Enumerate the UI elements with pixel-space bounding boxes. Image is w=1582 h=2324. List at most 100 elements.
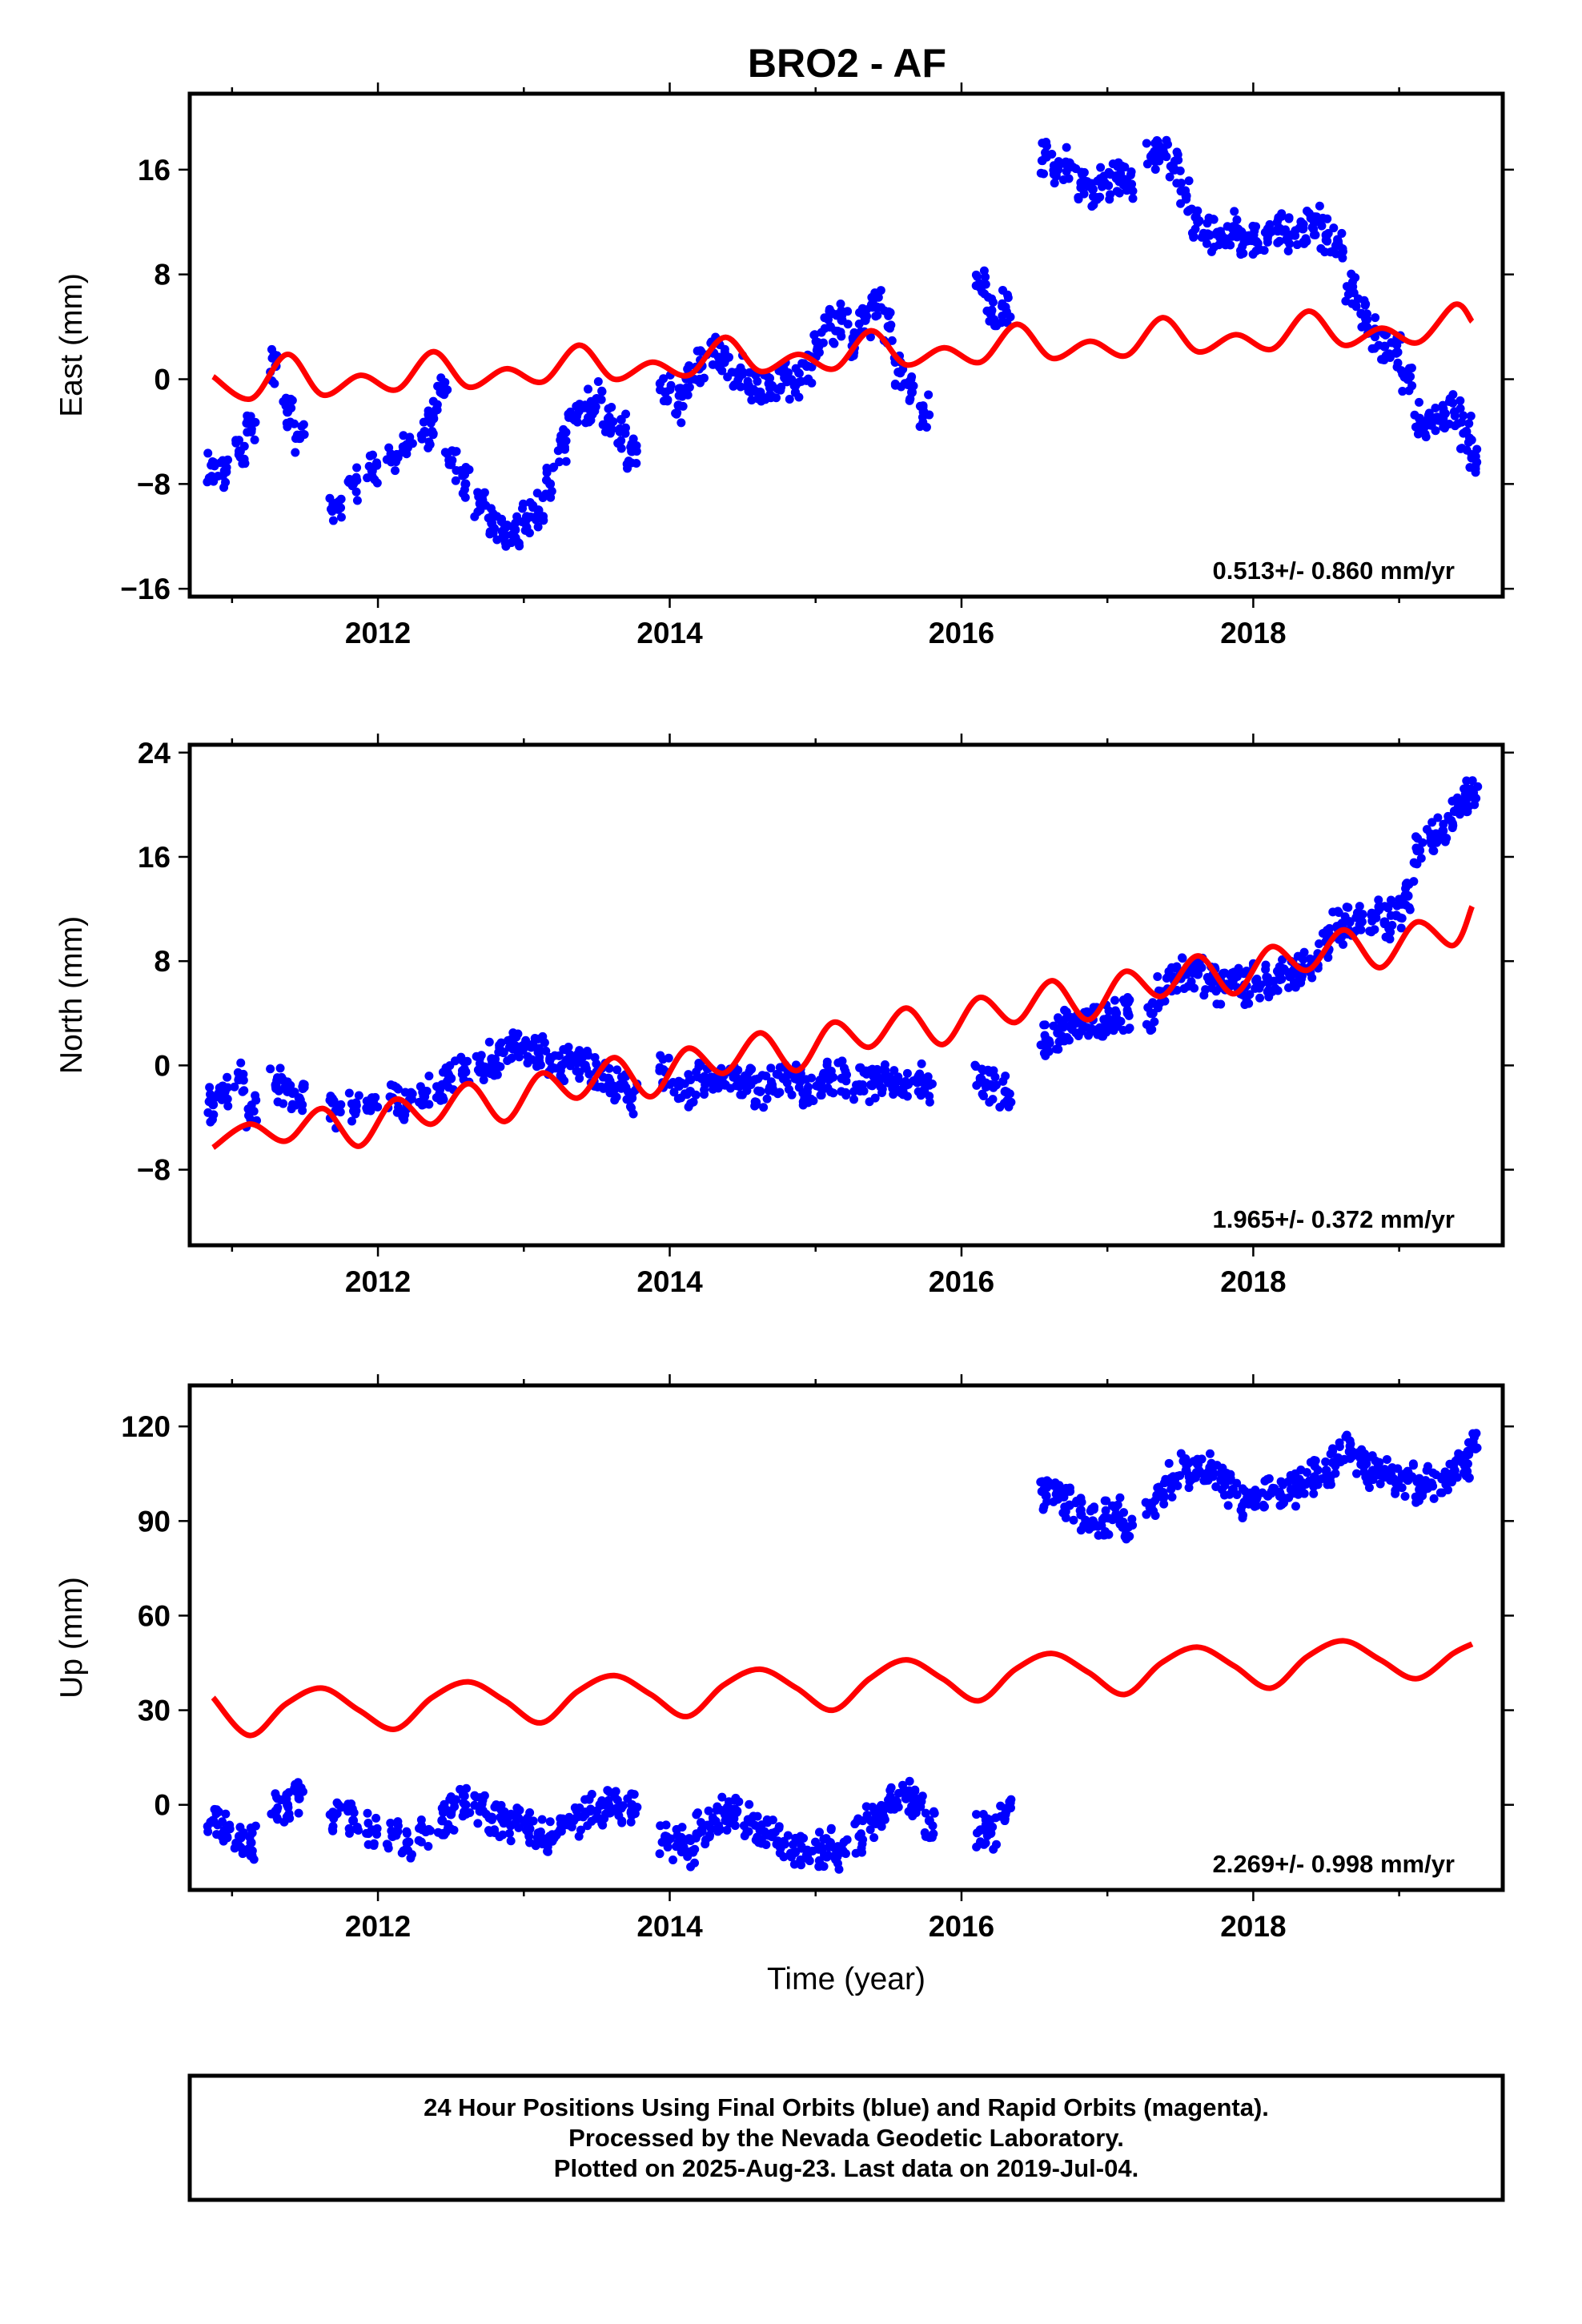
north-scatter-dot [1439,819,1448,829]
north-scatter-dot [362,1104,371,1113]
east-scatter-dot [708,360,717,369]
up-scatter-dot [761,1839,771,1849]
up-scatter-dot [669,1856,678,1865]
east-scatter-dot [448,456,457,465]
up-scatter-dot [1291,1502,1300,1511]
up-scatter-dot [989,1844,998,1854]
east-scatter-dot [1227,231,1237,241]
north-scatter-dot [1318,928,1327,938]
north-scatter-dot [546,1064,556,1074]
up-scatter-dot [1000,1814,1010,1823]
up-scatter-dot [1387,1475,1396,1485]
east-scatter-dot [488,529,498,538]
up-scatter-dot [876,1801,885,1811]
north-scatter-dot [1172,962,1182,971]
up-scatter-dot [822,1852,832,1862]
north-scatter-dot [1189,966,1199,975]
east-scatter-dot [987,306,997,316]
north-axis-frame [187,742,1505,1248]
east-scatter-dot [343,476,353,486]
east-scatter-dot [336,513,346,522]
up-scatter-dot [1212,1461,1222,1470]
up-scatter-dot [869,1833,879,1843]
east-scatter-dot [480,488,489,497]
east-scatter-dot [1038,156,1047,166]
east-scatter-dot [1406,372,1415,381]
east-scatter-dot [814,348,824,357]
up-model-line [211,1638,1474,1739]
east-scatter-dot [1316,243,1326,253]
east-scatter-dot [843,307,853,316]
east-scatter-dot [368,450,378,460]
east-scatter-dot [893,368,903,377]
east-scatter-dot [1176,179,1186,188]
north-scatter-dot [861,1069,871,1079]
east-scatter-dot [559,424,568,434]
up-scatter-dot [371,1813,381,1823]
up-scatter-dot [496,1800,506,1810]
up-scatter-dot [996,1801,1006,1811]
north-scatter-dot [1118,1026,1128,1035]
north-scatter-dot [1251,983,1261,992]
north-scatter-dot [787,1090,797,1100]
north-scatter-dot [610,1096,620,1105]
up-scatter-dot [1119,1508,1129,1518]
up-scatter-dot [1382,1454,1391,1464]
north-scatter-dot [1153,971,1162,981]
east-scatter-dot [608,417,618,427]
north-scatter-dot [889,1090,898,1100]
north-scatter-dot [584,1069,594,1079]
east-scatter-dot [1062,167,1071,176]
up-scatter-dot [1387,1463,1397,1473]
up-scatter-dot [672,1842,681,1852]
up-scatter-dot [889,1804,899,1814]
east-scatter-dot [810,330,820,340]
north-scatter-dot [1264,985,1274,995]
north-scatter-dot [774,1070,784,1080]
east-scatter-dot [1232,215,1242,225]
east-y-tick-label: −16 [120,573,171,605]
east-scatter-dot [572,410,582,420]
north-scatter-dot [719,1080,729,1089]
north-scatter-dot [604,1063,614,1073]
east-scatter-dot [1184,176,1194,186]
east-scatter-dot [593,377,603,387]
east-scatter-dot [1410,410,1419,420]
up-scatter-dot [528,1816,538,1826]
east-observations [203,135,1482,551]
up-scatter-dot [689,1848,698,1857]
panel-east: 2012 2014 2016 2018 −16 −8 0 8 16 East (mm) 0.513+… [54,82,1514,649]
north-scatter-dot [286,1080,295,1090]
up-scatter-dot [1471,1444,1480,1454]
up-scatter-dot [629,1790,639,1799]
up-scatter-dot [506,1809,516,1819]
up-scatter-dot [473,1819,483,1828]
up-scatter-dot [328,1826,338,1835]
north-scatter-dot [1386,911,1395,920]
east-scatter-dot [533,522,543,532]
north-scatter-dot [1434,831,1443,841]
north-scatter-dot [1307,973,1317,983]
north-scatter-dot [1172,985,1182,995]
east-scatter-dot [1209,215,1219,224]
up-scatter-dot [460,1807,469,1816]
north-scatter-dot [762,1094,772,1104]
east-scatter-dot [1310,212,1319,222]
up-scatter-dot [1115,1493,1125,1502]
caption-box: 24 Hour Positions Using Final Orbits (bl… [187,2073,1505,2202]
up-scatter-dot [1411,1498,1421,1507]
up-y-tick-label: 120 [121,1410,171,1443]
east-scatter-dot [917,402,926,412]
east-scatter-dot [286,394,295,404]
north-scatter-dot [625,1102,635,1112]
east-scatter-dot [1226,240,1235,250]
up-scatter-dot [490,1825,500,1835]
up-scatter-dot [363,1829,373,1839]
east-scatter-dot [1338,253,1347,263]
east-scatter-dot [1462,445,1472,455]
up-scatter-dot [865,1825,875,1835]
north-scatter-dot [456,1052,466,1062]
up-scatter-dot [1250,1487,1259,1497]
east-scatter-dot [998,299,1007,308]
east-scatter-dot [1450,421,1460,431]
